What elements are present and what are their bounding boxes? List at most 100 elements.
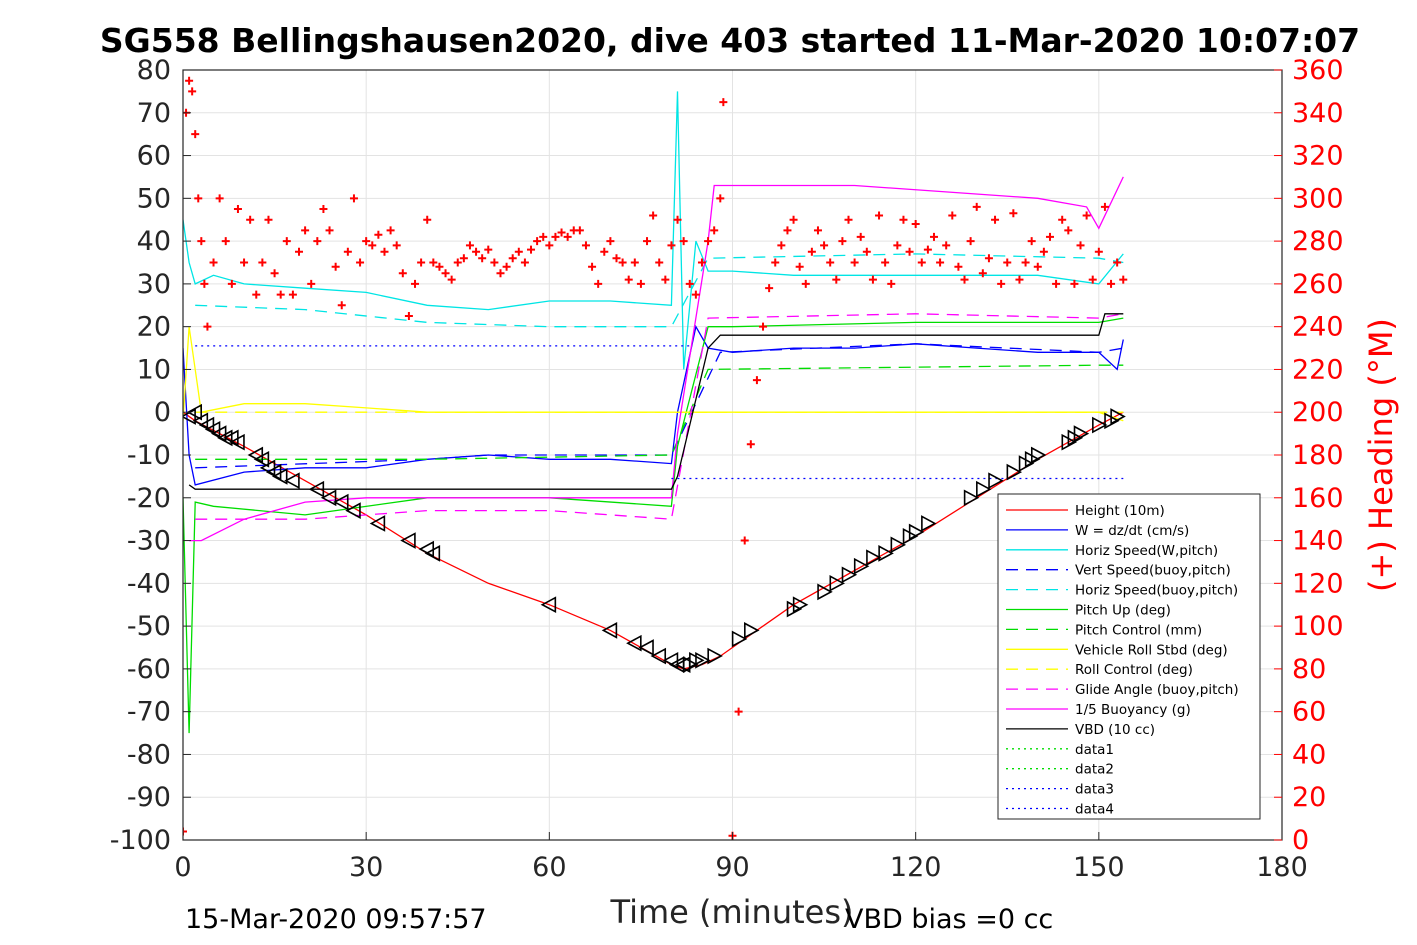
legend-entry: data2 <box>1075 762 1114 778</box>
heading-point <box>606 237 615 246</box>
legend-entry: data4 <box>1075 802 1114 818</box>
x-tick-label: 30 <box>349 852 383 883</box>
heading-point <box>258 258 267 267</box>
heading-point <box>1009 209 1018 218</box>
glider-marker <box>976 480 992 498</box>
heading-point <box>1003 258 1012 267</box>
glider-marker <box>1006 463 1023 481</box>
legend-entry: Horiz Speed(W,pitch) <box>1075 543 1218 559</box>
heading-point <box>1039 247 1048 256</box>
heading-point <box>508 254 517 263</box>
heading-point <box>783 226 792 235</box>
heading-point <box>459 254 468 263</box>
heading-point <box>838 237 847 246</box>
y2-tick-label: 240 <box>1292 312 1344 343</box>
heading-point <box>673 215 682 224</box>
heading-point <box>777 241 786 250</box>
heading-point <box>594 279 603 288</box>
heading-point <box>1027 237 1036 246</box>
glider-marker <box>890 536 907 554</box>
glider-marker <box>866 549 882 567</box>
glider-marker <box>908 523 925 541</box>
heading-point <box>893 241 902 250</box>
heading-point <box>1107 279 1116 288</box>
legend-entry: Pitch Control (mm) <box>1075 622 1202 638</box>
heading-point <box>185 76 194 85</box>
heading-point <box>295 247 304 256</box>
heading-point <box>710 226 719 235</box>
heading-point <box>221 237 230 246</box>
x-tick-label: 60 <box>532 852 566 883</box>
x-tick-label: 0 <box>174 852 191 883</box>
y-tick-label: -100 <box>110 825 171 856</box>
heading-point <box>465 241 474 250</box>
heading-point <box>313 237 322 246</box>
y2-axis-ticks: 0 20 40 60 80 100 120 140 160 180 200 220 240 260 280 3… <box>1274 55 1344 856</box>
heading-point <box>997 279 1006 288</box>
heading-point <box>820 241 829 250</box>
heading-point <box>417 258 426 267</box>
y2-tick-label: 160 <box>1292 483 1344 514</box>
heading-point <box>991 215 1000 224</box>
heading-point <box>966 237 975 246</box>
y-tick-label: -60 <box>127 654 171 685</box>
glider-marker <box>792 596 809 614</box>
heading-point <box>545 241 554 250</box>
y-tick-label: -80 <box>127 739 171 770</box>
heading-point <box>368 241 377 250</box>
y-tick-label: -90 <box>127 782 171 813</box>
glider-marker <box>400 532 416 549</box>
heading-point <box>655 258 664 267</box>
heading-point <box>1070 279 1079 288</box>
heading-point <box>194 194 203 203</box>
heading-point <box>697 258 706 267</box>
heading-point <box>514 247 523 256</box>
glider-marker <box>424 545 441 562</box>
heading-point <box>209 258 218 267</box>
glider-marker <box>963 489 980 507</box>
heading-point <box>1119 275 1128 284</box>
glider-marker <box>601 622 618 639</box>
legend-entry: W = dz/dt (cm/s) <box>1075 523 1189 539</box>
heading-point <box>1113 258 1122 267</box>
heading-point <box>875 211 884 220</box>
heading-point <box>429 258 438 267</box>
heading-point <box>911 220 920 228</box>
heading-point <box>881 258 890 267</box>
heading-point <box>557 228 566 237</box>
heading-point <box>771 258 780 267</box>
y2-tick-label: 320 <box>1292 141 1344 172</box>
glider-marker <box>1110 408 1126 425</box>
heading-point <box>746 440 755 449</box>
heading-point <box>636 279 645 288</box>
heading-point <box>270 269 279 278</box>
heading-point <box>276 290 285 299</box>
y2-tick-label: 180 <box>1292 440 1344 471</box>
heading-point <box>643 237 652 246</box>
heading-point <box>978 269 987 278</box>
series-line-11 <box>188 313 1124 490</box>
heading-point <box>1045 232 1054 241</box>
y-tick-label: -50 <box>127 611 171 642</box>
glider-marker <box>272 468 288 485</box>
heading-point <box>447 275 456 284</box>
y2-tick-label: 200 <box>1292 397 1344 428</box>
heading-point <box>490 258 499 267</box>
heading-point <box>600 247 609 256</box>
y2-tick-label: 80 <box>1292 654 1326 685</box>
legend-entry: data1 <box>1075 742 1114 758</box>
x-axis-ticks: 0 30 60 90 120 150 180 <box>174 832 1308 883</box>
legend-entry: Pitch Up (deg) <box>1075 603 1171 619</box>
glider-marker <box>1030 446 1047 464</box>
legend-entry: Vehicle Roll Stbd (deg) <box>1075 642 1228 658</box>
y2-axis-label: (+) Heading (°M) <box>1362 318 1400 592</box>
heading-point <box>942 241 951 250</box>
y2-tick-label: 260 <box>1292 269 1344 300</box>
heading-point <box>331 262 340 271</box>
heading-point <box>679 237 688 246</box>
y-tick-label: -30 <box>127 526 171 557</box>
x-tick-label: 180 <box>1256 852 1308 883</box>
heading-point <box>630 258 639 267</box>
y-tick-label: 20 <box>137 312 171 343</box>
x-tick-label: 120 <box>890 852 942 883</box>
